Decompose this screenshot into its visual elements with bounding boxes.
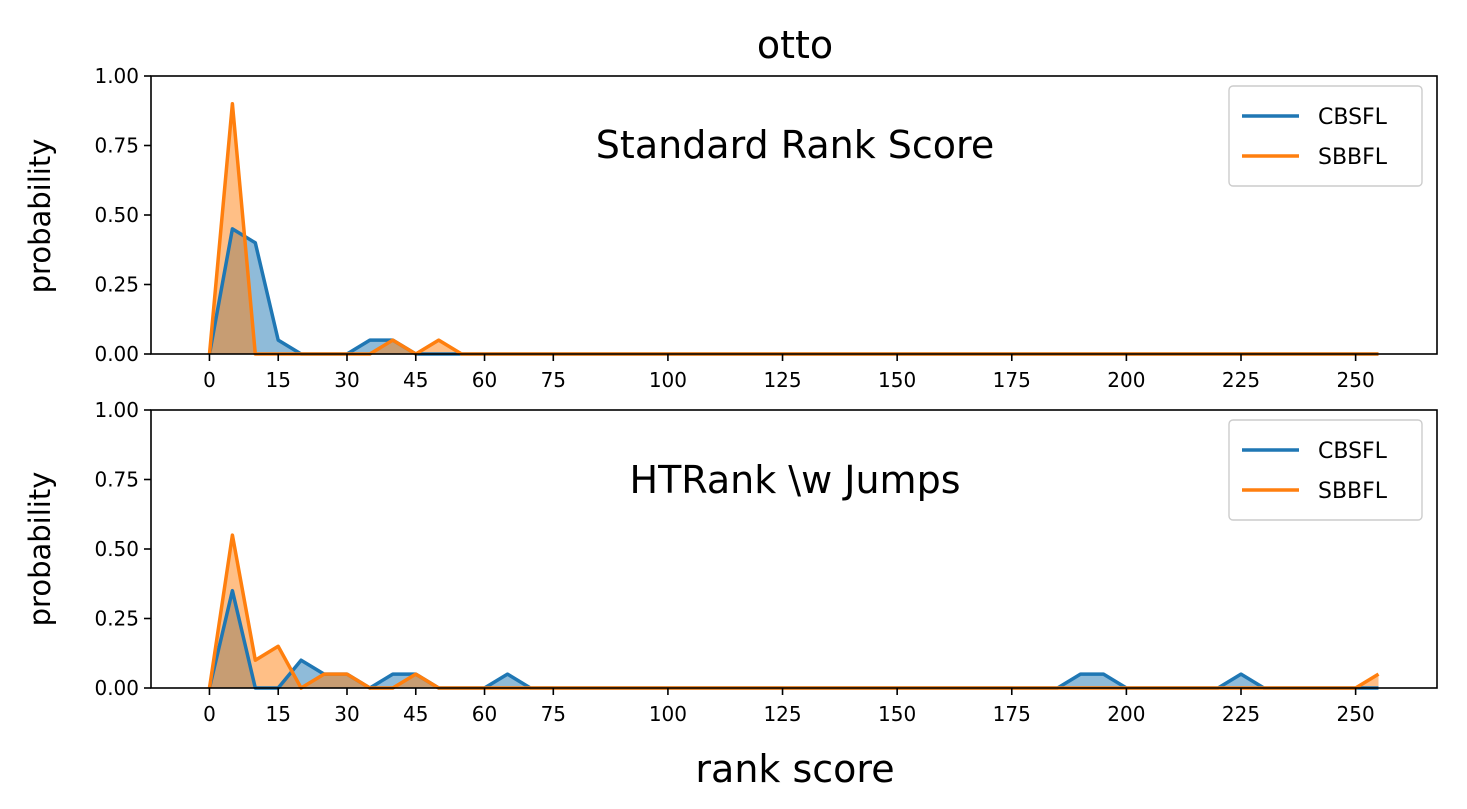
series-area-cbsfl	[209, 228, 1379, 354]
legend-label-cbsfl: CBSFL	[1318, 105, 1388, 130]
x-tick-label: 0	[203, 368, 216, 392]
x-tick-label: 75	[541, 702, 566, 726]
y-tick-label: 1.00	[94, 398, 139, 422]
x-tick-label: 125	[763, 702, 801, 726]
y-tick-label: 0.75	[94, 134, 139, 158]
legend-label-sbbfl: SBBFL	[1318, 145, 1388, 170]
x-tick-label: 150	[878, 702, 916, 726]
legend: CBSFL SBBFL	[1228, 419, 1423, 521]
x-tick-label: 0	[203, 702, 216, 726]
panel-htrank-jumps: probability HTRank \w Jumps 0.00 0.25 0.50…	[23, 398, 1438, 726]
x-tick-label: 150	[878, 368, 916, 392]
x-tick-label: 15	[265, 368, 290, 392]
y-tick-label: 0.75	[94, 468, 139, 492]
x-tick-label: 100	[649, 368, 687, 392]
x-tick-label: 60	[472, 702, 497, 726]
x-tick-label: 225	[1222, 368, 1260, 392]
x-tick-label: 200	[1107, 702, 1145, 726]
legend-label-cbsfl: CBSFL	[1318, 439, 1388, 464]
series-area-cbsfl	[209, 590, 1379, 688]
x-tick-label: 45	[403, 702, 428, 726]
x-tick-label: 175	[993, 368, 1031, 392]
x-tick-label: 175	[993, 702, 1031, 726]
x-tick-label: 200	[1107, 368, 1145, 392]
x-tick-label: 15	[265, 702, 290, 726]
panel-standard-rank-score: probability Standard Rank Score 0.00 0.25…	[23, 64, 1438, 392]
x-tick-label: 100	[649, 702, 687, 726]
xlabel-bottom: rank score	[695, 747, 894, 791]
series-line-sbbfl	[207, 533, 1380, 690]
panel-title-top: Standard Rank Score	[596, 123, 994, 167]
x-tick-label: 125	[763, 368, 801, 392]
y-tick-label: 0.25	[94, 273, 139, 297]
legend-frame	[1228, 419, 1423, 521]
figure-title: otto	[757, 23, 833, 67]
legend: CBSFL SBBFL	[1228, 85, 1423, 187]
ylabel-bottom: probability	[23, 472, 57, 627]
x-tick-label: 45	[403, 368, 428, 392]
panel-title-bottom: HTRank \w Jumps	[630, 458, 961, 502]
series-area-sbbfl	[209, 535, 1379, 688]
x-tick-label: 225	[1222, 702, 1260, 726]
x-tick-label: 250	[1337, 702, 1375, 726]
y-tick-label: 0.00	[94, 342, 139, 366]
y-tick-label: 0.25	[94, 607, 139, 631]
y-tick-label: 0.50	[94, 537, 139, 561]
ylabel-top: probability	[23, 139, 57, 294]
x-tick-label: 75	[541, 368, 566, 392]
x-tick-label: 30	[334, 702, 359, 726]
x-tick-label: 30	[334, 368, 359, 392]
y-tick-label: 0.50	[94, 203, 139, 227]
x-tick-label: 60	[472, 368, 497, 392]
x-tick-label: 250	[1337, 368, 1375, 392]
legend-frame	[1228, 85, 1423, 187]
y-tick-label: 1.00	[94, 64, 139, 88]
series-line-cbsfl	[207, 227, 1379, 356]
series-line-cbsfl	[207, 588, 1379, 690]
legend-label-sbbfl: SBBFL	[1318, 479, 1388, 504]
y-tick-label: 0.00	[94, 676, 139, 700]
